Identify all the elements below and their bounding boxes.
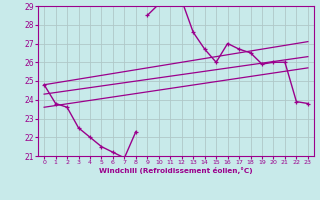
X-axis label: Windchill (Refroidissement éolien,°C): Windchill (Refroidissement éolien,°C) (99, 167, 253, 174)
